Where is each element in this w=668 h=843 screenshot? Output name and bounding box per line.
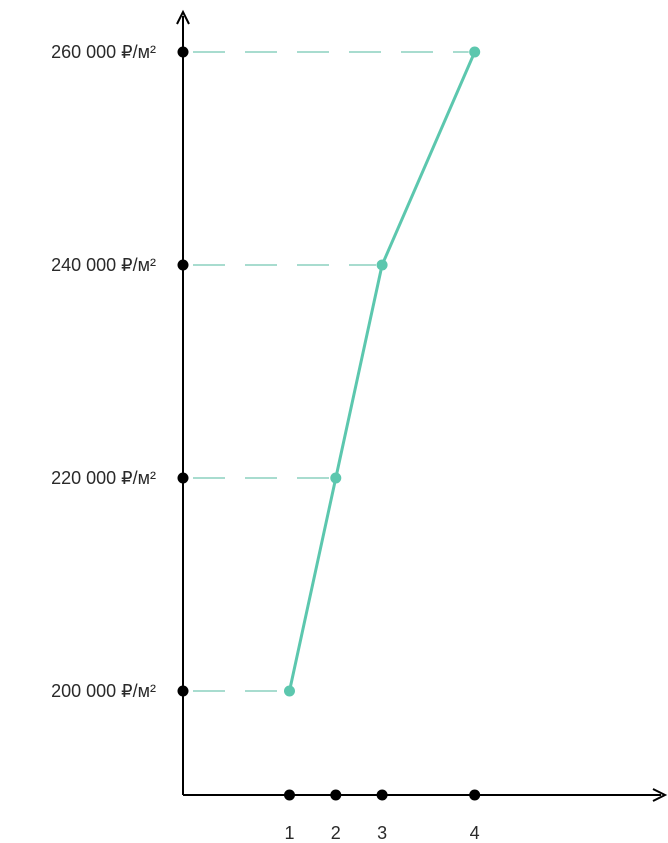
y-tick-dot <box>177 472 189 484</box>
y-tick-dot <box>177 259 189 271</box>
x-axis-arrow-icon <box>652 788 668 802</box>
y-tick-label: 200 000 ₽/м² <box>51 681 156 701</box>
x-tick-label: 3 <box>377 823 387 843</box>
tick-labels: 200 000 ₽/м² 220 000 ₽/м² 240 000 ₽/м² 260 … <box>51 42 480 843</box>
data-point <box>376 259 388 271</box>
x-tick-label: 1 <box>284 823 294 843</box>
y-tick-label: 220 000 ₽/м² <box>51 468 156 488</box>
series-layer <box>283 46 481 697</box>
x-tick-dot <box>469 789 481 801</box>
y-tick-label: 240 000 ₽/м² <box>51 255 156 275</box>
x-tick-dot <box>376 789 388 801</box>
axes <box>176 9 668 802</box>
x-tick-dot <box>283 789 295 801</box>
y-tick-dot <box>177 685 189 697</box>
y-tick-label: 260 000 ₽/м² <box>51 42 156 62</box>
data-point <box>330 472 342 484</box>
data-point <box>469 46 481 58</box>
y-axis-arrow-icon <box>176 9 190 25</box>
x-tick-dot <box>330 789 342 801</box>
x-tick-label: 4 <box>470 823 480 843</box>
data-point <box>283 685 295 697</box>
y-tick-dot <box>177 46 189 58</box>
series-line <box>287 50 477 693</box>
x-tick-label: 2 <box>331 823 341 843</box>
guide-lines <box>193 51 469 692</box>
